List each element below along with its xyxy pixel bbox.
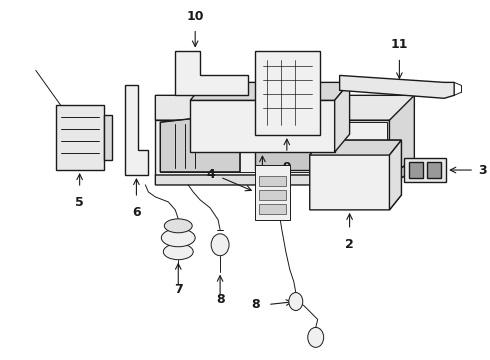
Bar — [259, 190, 286, 200]
Polygon shape — [125, 85, 148, 175]
Bar — [259, 176, 286, 186]
Polygon shape — [255, 122, 330, 170]
Text: 10: 10 — [186, 10, 204, 23]
Bar — [259, 204, 286, 214]
Bar — [255, 165, 290, 220]
Ellipse shape — [161, 229, 195, 247]
Text: 1: 1 — [258, 178, 267, 191]
Polygon shape — [310, 140, 401, 210]
Polygon shape — [340, 75, 454, 98]
Text: 3: 3 — [478, 163, 487, 176]
Polygon shape — [427, 162, 441, 178]
Polygon shape — [190, 100, 335, 152]
Ellipse shape — [308, 328, 324, 347]
Polygon shape — [335, 82, 349, 152]
Text: 9: 9 — [283, 161, 291, 174]
Polygon shape — [390, 160, 415, 185]
Text: 8: 8 — [251, 298, 260, 311]
Text: 2: 2 — [345, 238, 354, 251]
Ellipse shape — [163, 244, 193, 260]
Polygon shape — [155, 120, 390, 175]
Text: 8: 8 — [216, 293, 224, 306]
Text: 4: 4 — [206, 167, 215, 180]
Text: 6: 6 — [132, 206, 141, 219]
Text: 11: 11 — [391, 39, 408, 51]
Polygon shape — [310, 140, 401, 155]
Polygon shape — [255, 50, 319, 135]
Ellipse shape — [164, 219, 192, 233]
Polygon shape — [190, 82, 349, 100]
Polygon shape — [390, 140, 401, 210]
Polygon shape — [404, 158, 446, 182]
Polygon shape — [390, 95, 415, 175]
Polygon shape — [175, 50, 248, 95]
Polygon shape — [160, 118, 240, 172]
Polygon shape — [103, 115, 112, 160]
Polygon shape — [155, 95, 415, 120]
Polygon shape — [56, 105, 103, 170]
Polygon shape — [409, 162, 423, 178]
Text: 7: 7 — [174, 283, 183, 296]
Ellipse shape — [211, 234, 229, 256]
Polygon shape — [155, 160, 415, 185]
Ellipse shape — [289, 293, 303, 310]
Text: 5: 5 — [75, 196, 84, 209]
